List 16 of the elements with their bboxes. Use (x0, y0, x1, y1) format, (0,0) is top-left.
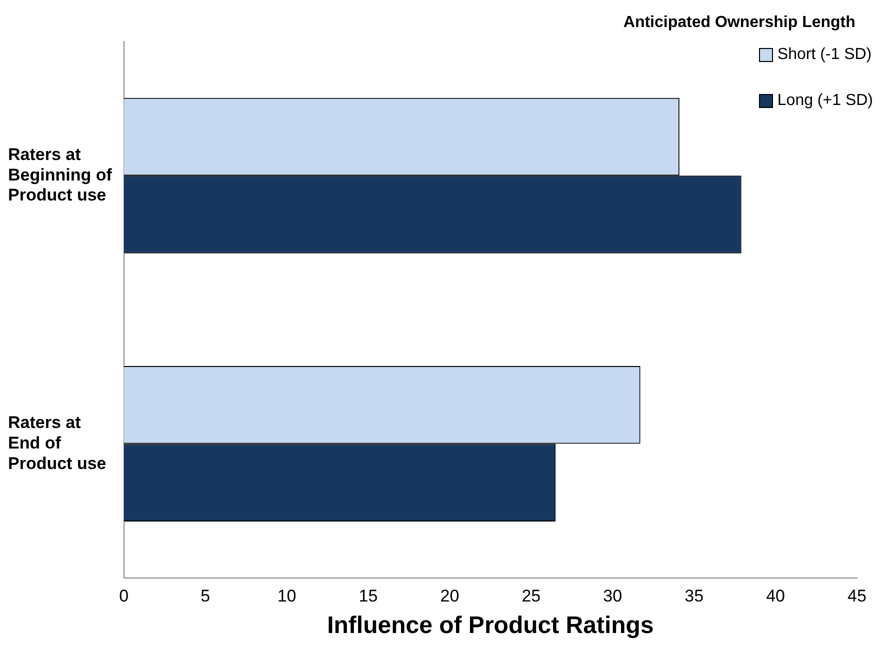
x-tick-label: 30 (603, 586, 622, 606)
x-tick-label: 15 (358, 586, 378, 606)
x-tick-label: 45 (848, 586, 866, 606)
x-tick-label: 35 (684, 586, 704, 606)
x-tick-label: 10 (277, 586, 296, 606)
x-tick-label: 0 (119, 586, 129, 606)
y-tick-label: Raters at End of Product use (8, 413, 106, 473)
x-tick-label: 5 (200, 586, 210, 606)
x-axis-title: Influence of Product Ratings (327, 612, 654, 640)
x-tick-label: 40 (766, 586, 785, 606)
legend-label: Short (-1 SD) (777, 46, 872, 64)
legend-label: Long (+1 SD) (777, 92, 873, 110)
legend-title: Anticipated Ownership Length (623, 14, 856, 32)
x-tick-label: 20 (440, 586, 460, 606)
y-tick-label: Raters at Beginning of Product use (8, 144, 112, 205)
x-tick-label: 25 (522, 586, 541, 606)
